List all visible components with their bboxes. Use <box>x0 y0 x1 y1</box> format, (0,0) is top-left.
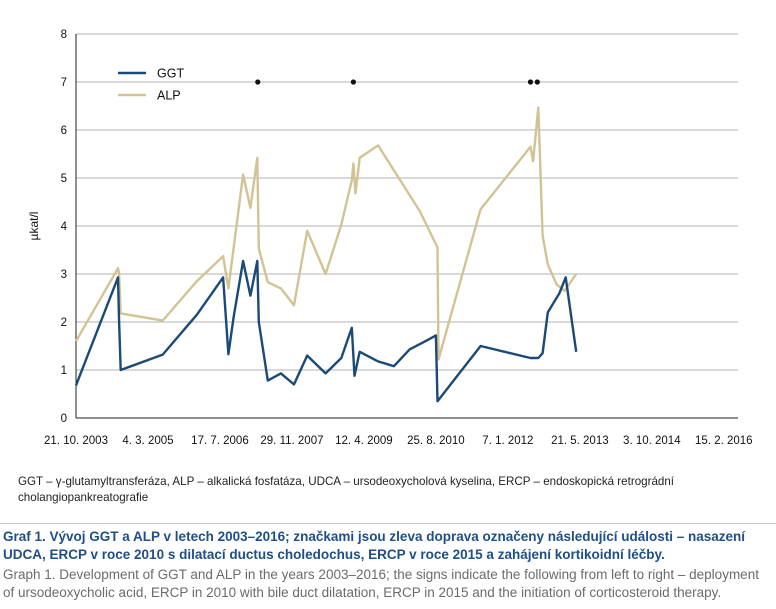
y-axis-title: µkat/l <box>27 212 41 241</box>
event-marker-dot <box>350 79 357 85</box>
x-tick-label: 21. 5. 2013 <box>551 435 609 447</box>
y-tick-label: 4 <box>61 221 68 233</box>
y-tick-label: 7 <box>61 77 67 89</box>
x-tick-label: 17. 7. 2006 <box>191 435 249 447</box>
chart-panel: 0 1 2 3 4 5 6 7 8 21. 10. 2003 4. 3. 2005 17. 7. 20… <box>18 29 753 504</box>
series-line-alp <box>74 106 578 361</box>
y-tick-label: 2 <box>61 317 67 329</box>
y-tick-label: 6 <box>61 125 67 137</box>
legend-label-alp: ALP <box>157 89 181 103</box>
y-tick-label: 0 <box>61 413 67 425</box>
series-line-ggt <box>74 259 578 403</box>
y-tick-label: 5 <box>61 173 67 185</box>
figure-caption-english: Graph 1. Development of GGT and ALP in t… <box>3 567 759 600</box>
figure-caption-czech: Graf 1. Vývoj GGT a ALP v letech 2003–20… <box>3 529 746 562</box>
x-tick-label: 12. 4. 2009 <box>335 435 393 447</box>
y-tick-label: 3 <box>61 269 67 281</box>
y-tick-label: 1 <box>61 365 67 377</box>
event-marker-dot <box>255 79 261 85</box>
x-tick-label: 25. 8. 2010 <box>407 435 465 447</box>
x-tick-label: 21. 10. 2003 <box>44 435 108 447</box>
line-chart: 0 1 2 3 4 5 6 7 8 21. 10. 2003 4. 3. 2005 17. 7. 20… <box>27 29 753 447</box>
legend-label-ggt: GGT <box>157 67 184 81</box>
x-tick-label: 15. 2. 2016 <box>695 435 753 447</box>
x-tick-label: 29. 11. 2007 <box>260 435 323 447</box>
y-tick-label: 8 <box>61 29 67 41</box>
x-tick-label: 3. 10. 2014 <box>623 435 681 447</box>
event-marker-dot <box>527 79 534 85</box>
caption-divider <box>0 523 776 524</box>
chart-footnote: GGT – γ-glutamyltransferáza, ALP – alkal… <box>18 475 675 504</box>
event-marker-dot <box>534 79 540 85</box>
x-tick-label: 7. 1. 2012 <box>482 435 533 447</box>
x-tick-label: 4. 3. 2005 <box>122 435 173 447</box>
